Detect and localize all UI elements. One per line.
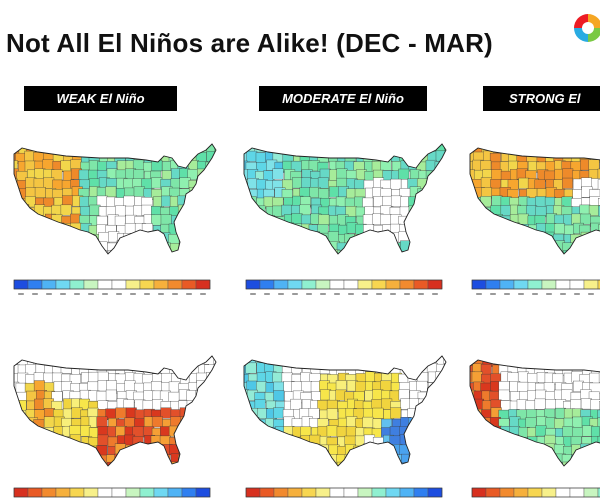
map-moderate-precipitation — [243, 355, 447, 467]
column-label-strong: STRONG El — [483, 86, 600, 111]
map-strong-precipitation — [469, 356, 600, 467]
map-moderate-temperature — [243, 143, 447, 255]
map-weak-temperature — [13, 143, 217, 255]
colorbar-moderate-top — [245, 279, 443, 295]
slide-title: Not All El Niños are Alike! (DEC - MAR) — [6, 28, 493, 58]
colorbar-weak-top — [13, 279, 211, 295]
colorbar-weak-bottom — [13, 487, 211, 498]
map-strong-temperature — [469, 144, 600, 255]
colorbar-moderate-bottom — [245, 487, 443, 498]
column-label-weak: WEAK El Niño — [24, 86, 177, 111]
colorbar-strong-top — [471, 279, 600, 295]
map-weak-precipitation — [13, 355, 217, 467]
colorbar-strong-bottom — [471, 487, 600, 498]
column-label-moderate: MODERATE El Niño — [259, 86, 427, 111]
logo-icon — [574, 14, 600, 42]
